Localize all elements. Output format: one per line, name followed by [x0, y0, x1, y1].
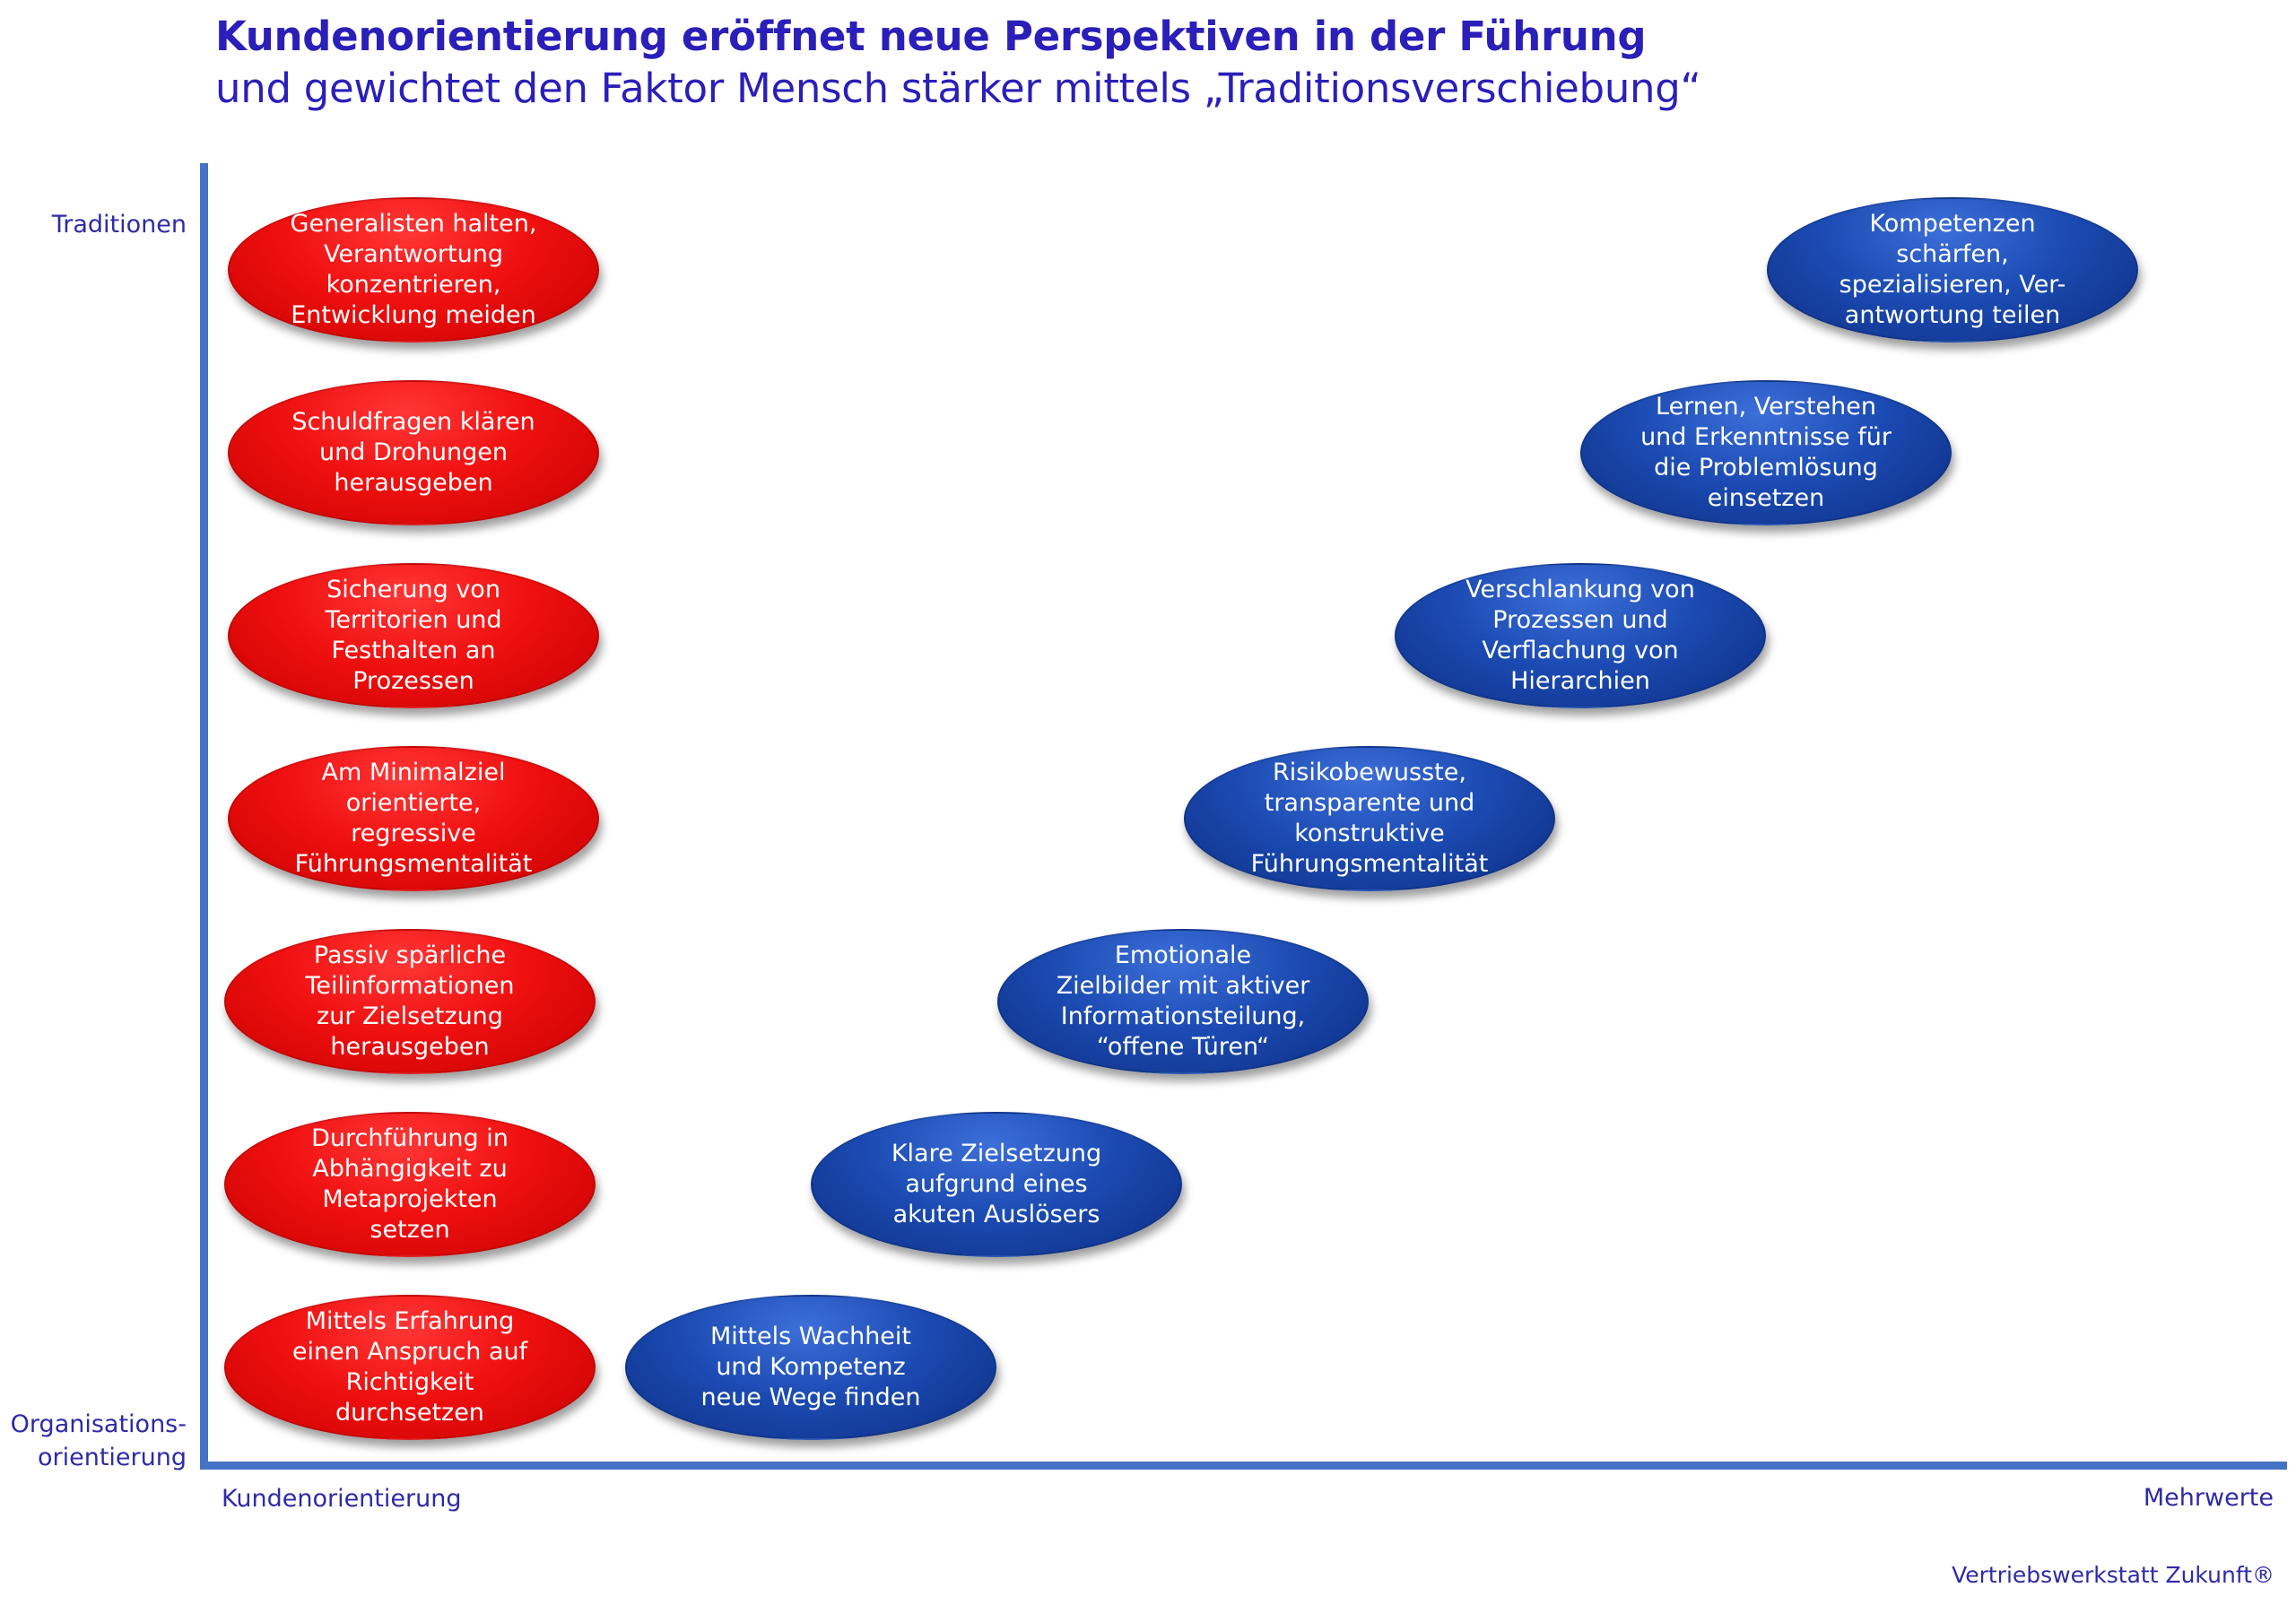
blue-ellipse-5-text: Emotionale Zielbilder mit aktiver Inform… [1056, 941, 1310, 1061]
red-ellipse-5: Passiv spärliche Teilinformationen zur Z… [224, 929, 596, 1074]
red-ellipse-1-text: Generalisten halten, Verantwortung konze… [290, 210, 537, 329]
x-axis-right-label: Mehrwerte [2143, 1484, 2274, 1512]
page-title: Kundenorientierung eröffnet neue Perspek… [215, 13, 1647, 60]
y-axis-bottom-label: Organisations- orientierung [11, 1408, 187, 1474]
red-ellipse-6-text: Durchführung in Abhängigkeit zu Metaproj… [311, 1124, 509, 1244]
blue-ellipse-4-text: Risikobewusste, transparente und konstru… [1250, 759, 1489, 878]
blue-ellipse-6-text: Klare Zielsetzung aufgrund eines akuten … [891, 1140, 1102, 1228]
blue-ellipse-7: Mittels Wachheit und Kompetenz neue Wege… [625, 1295, 996, 1440]
red-ellipse-2: Schuldfragen klären und Drohungen heraus… [228, 380, 599, 525]
y-axis-bottom-text: Organisations- orientierung [10, 1410, 187, 1471]
red-ellipse-3-text: Sicherung von Territorien und Festhalten… [325, 576, 502, 695]
blue-ellipse-1: Kompetenzen schärfen, spezialisieren, Ve… [1767, 197, 2138, 343]
y-axis-top-label: Traditionen [51, 211, 187, 239]
red-ellipse-2-text: Schuldfragen klären und Drohungen heraus… [291, 408, 535, 497]
footer-brand: Vertriebswerkstatt Zukunft® [1952, 1562, 2274, 1588]
red-ellipse-1: Generalisten halten, Verantwortung konze… [228, 197, 599, 343]
red-ellipse-7-text: Mittels Erfahrung einen Anspruch auf Ric… [291, 1307, 528, 1427]
blue-ellipse-3-text: Verschlankung von Prozessen und Verflach… [1465, 576, 1695, 695]
red-ellipse-3: Sicherung von Territorien und Festhalten… [228, 563, 599, 708]
red-ellipse-5-text: Passiv spärliche Teilinformationen zur Z… [305, 941, 515, 1061]
blue-ellipse-7-text: Mittels Wachheit und Kompetenz neue Wege… [700, 1323, 921, 1411]
x-axis-left-label: Kundenorientierung [222, 1485, 462, 1513]
blue-ellipse-4: Risikobewusste, transparente und konstru… [1184, 746, 1555, 891]
red-ellipse-7: Mittels Erfahrung einen Anspruch auf Ric… [224, 1295, 596, 1440]
y-axis-line [200, 163, 208, 1470]
red-ellipse-4: Am Minimalziel orientierte, regressive F… [228, 746, 599, 891]
red-ellipse-4-text: Am Minimalziel orientierte, regressive F… [294, 759, 533, 878]
blue-ellipse-6: Klare Zielsetzung aufgrund eines akuten … [811, 1112, 1182, 1257]
blue-ellipse-2-text: Lernen, Verstehen und Erkenntnisse für d… [1640, 393, 1892, 512]
blue-ellipse-5: Emotionale Zielbilder mit aktiver Inform… [997, 929, 1369, 1074]
x-axis-line [200, 1462, 2287, 1470]
page-subtitle: und gewichtet den Faktor Mensch stärker … [215, 65, 1701, 112]
blue-ellipse-1-text: Kompetenzen schärfen, spezialisieren, Ve… [1839, 210, 2066, 329]
blue-ellipse-3: Verschlankung von Prozessen und Verflach… [1395, 563, 1766, 708]
red-ellipse-6: Durchführung in Abhängigkeit zu Metaproj… [224, 1112, 596, 1257]
blue-ellipse-2: Lernen, Verstehen und Erkenntnisse für d… [1580, 380, 1952, 525]
